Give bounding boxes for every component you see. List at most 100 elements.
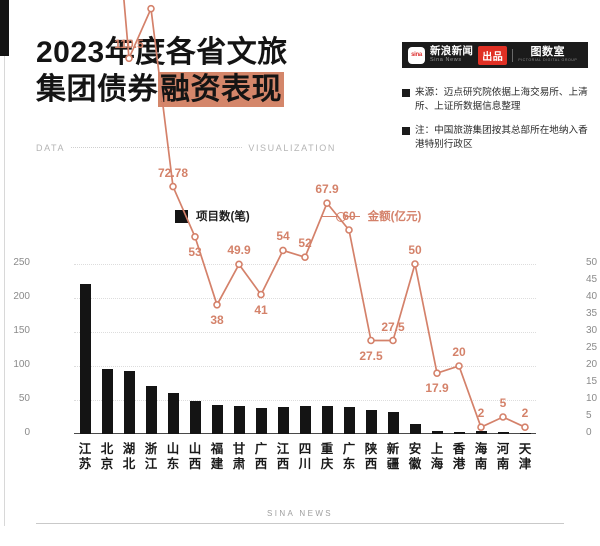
x-axis-label: 广西 — [254, 442, 268, 471]
note-item: 来源：迈点研究院依据上海交易所、上清所、上证所数据信息整理 — [402, 86, 592, 114]
note-item: 注：中国旅游集团按其总部所在地纳入香港特别行政区 — [402, 124, 592, 152]
chart-legend: 项目数(笔) 金额(亿元) — [175, 208, 421, 224]
data-label: 67.9 — [315, 182, 339, 197]
data-label: 20 — [452, 345, 466, 359]
y-tick-left: 0 — [24, 427, 30, 438]
x-axis-label: 广东 — [342, 442, 356, 471]
data-label: 60 — [342, 209, 356, 223]
bullet-square-icon — [402, 127, 410, 135]
x-axis-label: 北京 — [100, 442, 114, 471]
note-remark-text: 注：中国旅游集团按其总部所在地纳入香港特别行政区 — [415, 125, 588, 150]
bar — [101, 369, 113, 434]
line-marker — [147, 4, 155, 13]
bar — [211, 405, 223, 434]
x-axis-label: 四川 — [298, 442, 312, 471]
line-marker — [521, 423, 529, 431]
bar — [79, 284, 91, 434]
publisher-name: 新浪新闻 Sina News — [430, 46, 473, 64]
x-axis-label: 重庆 — [320, 442, 334, 471]
page-title: 2023年度各省文旅 集团债券融资表现 — [36, 34, 376, 108]
data-label: 2 — [521, 406, 529, 421]
sina-logo-text: sina — [411, 52, 422, 58]
line-marker — [235, 260, 243, 269]
x-axis-label: 山西 — [188, 442, 202, 471]
bar — [497, 431, 509, 434]
publisher-name-en: Sina News — [430, 57, 462, 64]
bar — [321, 406, 333, 434]
x-axis-label: 安徽 — [408, 442, 422, 471]
y-tick-right: 0 — [586, 427, 592, 438]
bar-series — [74, 264, 536, 434]
chart-area: 236.15185110.5125.172.78533849.941545267… — [13, 0, 597, 471]
line-marker — [257, 290, 265, 299]
x-axis-label: 上海 — [430, 442, 444, 471]
line-marker — [499, 413, 507, 421]
x-axis-label: 香港 — [452, 442, 466, 471]
bar — [365, 410, 377, 434]
footer-rule — [36, 523, 564, 524]
x-axis-label: 新疆 — [386, 442, 400, 471]
divider-dots — [71, 147, 243, 149]
grid-line — [74, 264, 536, 265]
data-visualization-divider: DATA VISUALIZATION — [36, 143, 336, 153]
data-label: 52 — [298, 236, 312, 251]
y-tick-right: 45 — [586, 274, 598, 285]
y-tick-left: 100 — [13, 359, 30, 370]
data-label: 54 — [276, 229, 290, 244]
divider-right-label: VISUALIZATION — [248, 143, 336, 153]
y-tick-right: 5 — [586, 410, 592, 421]
y-tick-right: 20 — [586, 359, 598, 370]
bullet-square-icon — [402, 89, 410, 97]
line-marker — [477, 423, 485, 431]
publisher-name-cn: 新浪新闻 — [430, 45, 474, 58]
data-label: 17.9 — [425, 381, 449, 396]
x-axis-label: 江西 — [276, 442, 290, 471]
y-tick-right: 30 — [586, 325, 598, 336]
title-plain: 集团债券 — [36, 73, 158, 106]
data-label: 41 — [254, 302, 268, 317]
y-tick-left: 200 — [13, 291, 30, 302]
y-tick-right: 35 — [586, 308, 598, 319]
data-label: 125.1 — [136, 0, 166, 2]
notes-block: 来源：迈点研究院依据上海交易所、上清所、上证所数据信息整理 注：中国旅游集团按其… — [402, 86, 592, 162]
grid-line — [74, 332, 536, 333]
x-axis-labels: 江苏北京湖北浙江山东山西福建甘肃广西江西四川重庆广东陕西新疆安徽上海香港海南河南… — [74, 442, 536, 502]
legend-item-line: 金额(亿元) — [321, 208, 422, 224]
data-label: 27.5 — [381, 319, 405, 334]
line-marker — [389, 336, 397, 345]
x-axis-label: 河南 — [496, 442, 510, 471]
logobar-divider — [512, 48, 514, 62]
line-marker — [191, 232, 199, 241]
bar — [123, 370, 135, 434]
title-line-2: 集团债券融资表现 — [36, 71, 376, 108]
x-axis-label: 湖北 — [122, 442, 136, 471]
grid-line — [74, 366, 536, 367]
footer: SINA NEWS — [255, 509, 345, 518]
bar — [453, 431, 465, 434]
line-marker — [301, 253, 309, 261]
y-tick-right: 25 — [586, 342, 598, 353]
x-axis-label: 天津 — [518, 442, 532, 471]
bar — [145, 386, 157, 434]
data-label: 38 — [210, 312, 224, 327]
bar — [343, 407, 355, 434]
data-label: 27.5 — [359, 348, 383, 363]
studio-name-cn: 图数室 — [530, 45, 565, 58]
data-label: 50 — [408, 243, 422, 257]
legend-line-label: 金额(亿元) — [367, 211, 422, 223]
data-label: 53 — [188, 244, 202, 259]
line-marker — [125, 54, 133, 63]
line-marker — [323, 199, 331, 207]
y-tick-right: 15 — [586, 376, 598, 387]
bar — [167, 393, 179, 434]
line-marker — [213, 300, 221, 309]
y-tick-left: 50 — [18, 393, 30, 404]
line-marker — [455, 362, 463, 370]
x-axis-label: 福建 — [210, 442, 224, 471]
data-label: 72.78 — [157, 165, 189, 180]
y-tick-right: 10 — [586, 393, 598, 404]
x-axis-label: 浙江 — [144, 442, 158, 471]
y-tick-right: 50 — [586, 257, 598, 268]
bar — [475, 431, 487, 434]
